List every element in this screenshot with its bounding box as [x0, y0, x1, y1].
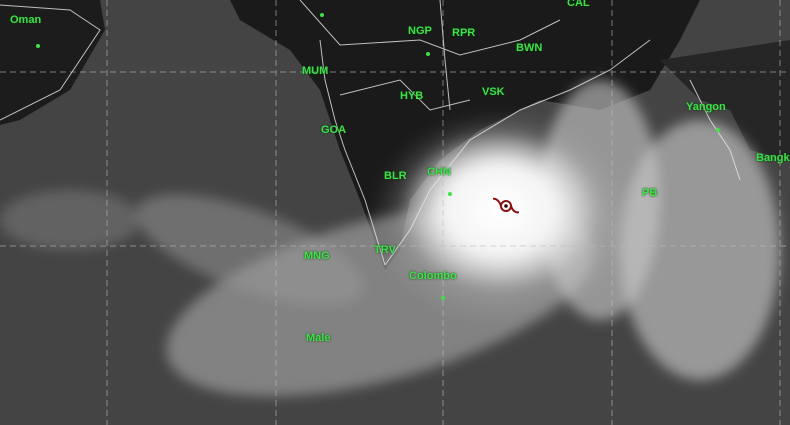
station-dot: [36, 44, 40, 48]
label-pbl: PB: [642, 187, 658, 199]
station-dot: [716, 128, 720, 132]
label-yangon: Yangon: [686, 101, 726, 113]
station-dot: [441, 296, 445, 300]
label-hyb: HYB: [400, 90, 424, 102]
label-vsk: VSK: [482, 86, 505, 98]
station-dot: [448, 192, 452, 196]
label-mng: MNG: [304, 250, 330, 262]
label-colombo: Colombo: [409, 270, 457, 282]
label-mum: MUM: [302, 65, 329, 77]
station-dot: [320, 13, 324, 17]
label-rpr: RPR: [452, 27, 476, 39]
label-bangkok: Bangk: [756, 152, 790, 164]
label-cal: CAL: [567, 0, 590, 9]
label-goa: GOA: [321, 124, 347, 136]
cyclone-symbol-icon: [493, 197, 519, 214]
label-oman: Oman: [10, 14, 42, 26]
label-chn: CHN: [427, 166, 451, 178]
label-ngp: NGP: [408, 25, 432, 37]
label-trv: TRV: [374, 244, 396, 256]
label-bwn: BWN: [516, 42, 543, 54]
label-male: Male: [306, 332, 331, 344]
label-blr: BLR: [384, 170, 407, 182]
station-dot: [426, 52, 430, 56]
